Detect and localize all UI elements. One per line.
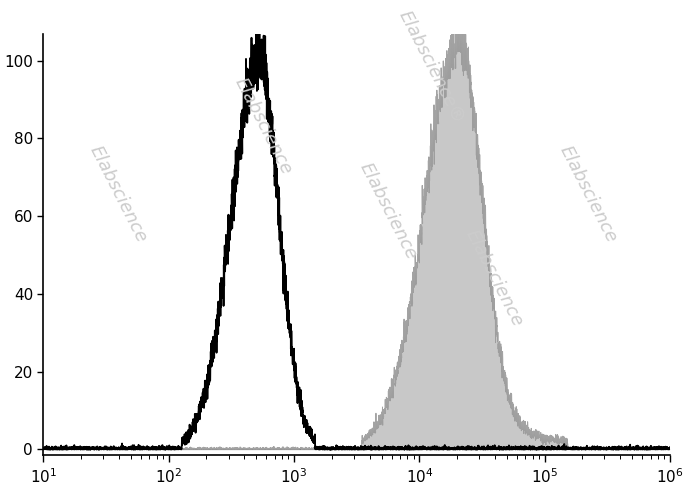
Text: Elabscience®: Elabscience® xyxy=(396,8,469,127)
Text: Elabscience: Elabscience xyxy=(356,159,420,262)
Text: Elabscience: Elabscience xyxy=(557,142,621,245)
Text: Elabscience: Elabscience xyxy=(462,227,527,330)
Text: Elabscience: Elabscience xyxy=(230,75,295,178)
Text: Elabscience: Elabscience xyxy=(87,142,151,245)
